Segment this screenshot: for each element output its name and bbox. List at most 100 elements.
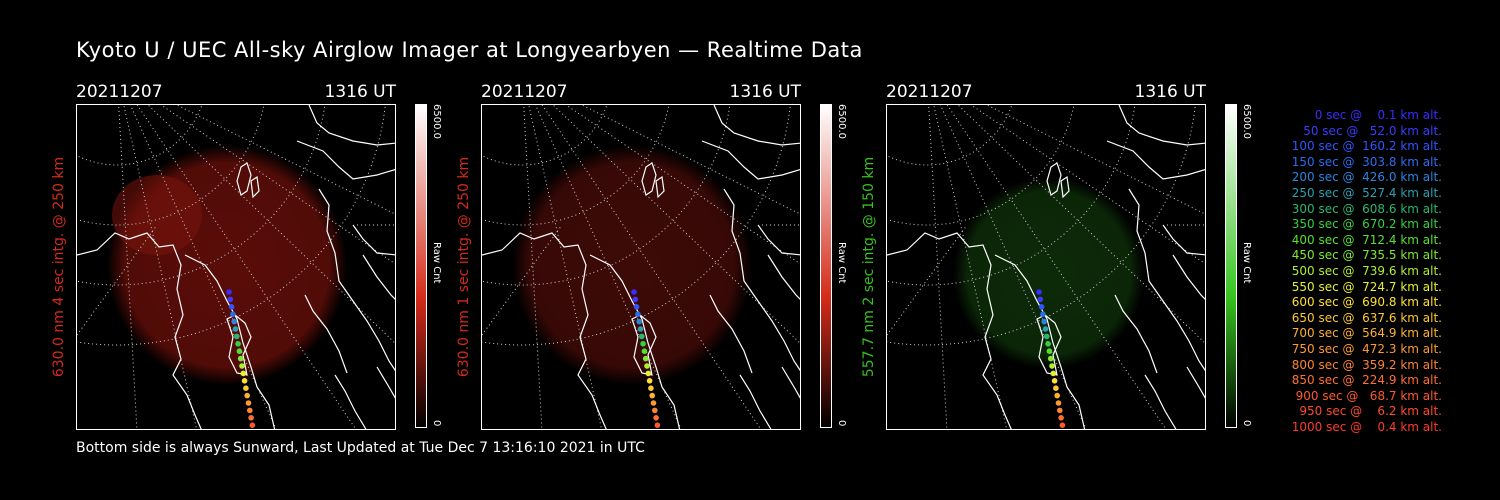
legend-entry: 150 sec @ 303.8 km alt.: [1291, 154, 1442, 169]
legend-entry: 800 sec @ 359.2 km alt.: [1291, 357, 1442, 372]
trajectory-dot: [247, 407, 253, 414]
coastline: [1162, 224, 1205, 256]
island-outline: [1036, 314, 1062, 376]
trajectory-dot: [1037, 296, 1044, 303]
coastline: [1144, 374, 1177, 429]
map-svg: [482, 105, 800, 429]
coastline: [723, 188, 800, 372]
coastline: [781, 366, 800, 399]
coastline: [739, 374, 772, 429]
panel-ylabel: 630.0 nm 4 sec intg. @ 250 km: [51, 156, 67, 378]
meridian-line: [933, 105, 1008, 429]
trajectory-dot: [1059, 422, 1066, 429]
trajectory-dot: [240, 370, 247, 377]
trajectory-dot: [1053, 385, 1059, 392]
trajectory-dot: [1054, 392, 1060, 399]
panel-time: 1316 UT: [729, 82, 802, 102]
legend-entry: 750 sec @ 472.3 km alt.: [1291, 341, 1442, 356]
coastline: [1128, 188, 1205, 372]
coastline: [701, 140, 800, 180]
panel-date: 20211207: [886, 82, 973, 102]
trajectory-dot: [654, 422, 661, 429]
trajectory-dot: [1041, 318, 1047, 325]
trajectory-dot: [227, 296, 234, 303]
trajectory-dot: [237, 355, 244, 362]
trajectory-dot: [235, 341, 241, 347]
trajectory-dot: [230, 311, 236, 317]
trajectory-dot: [1044, 333, 1050, 340]
coastline: [1106, 140, 1205, 180]
legend-entry: 550 sec @ 724.7 km alt.: [1291, 279, 1442, 294]
meridian-line: [482, 224, 563, 336]
legend-entry: 250 sec @ 527.4 km alt.: [1291, 185, 1442, 200]
airglow-bright-patch: [112, 175, 202, 255]
coastline: [589, 254, 681, 429]
trajectory-dot: [228, 304, 235, 310]
meridian-line: [970, 105, 1205, 265]
trajectory-dot: [232, 326, 239, 332]
meridian-line: [928, 105, 948, 429]
trajectory-dot: [1047, 355, 1054, 362]
trajectory-dot: [1046, 348, 1053, 354]
colorbar-min: 0: [431, 420, 442, 427]
colorbar-max: 6500.0: [431, 104, 442, 139]
allsky-image: [481, 104, 801, 430]
imager-panel-2: 20211207 1316 UT 630.0 nm 1 sec intg. @ …: [456, 82, 802, 432]
colorbar-min: 0: [836, 420, 847, 427]
colorbar-unit: Raw Cnt: [836, 242, 847, 284]
trajectory-dot: [649, 392, 655, 399]
island-outline: [250, 175, 260, 199]
trajectory-dot: [1042, 326, 1049, 332]
page-title: Kyoto U / UEC All-sky Airglow Imager at …: [76, 38, 863, 62]
meridian-line: [175, 105, 395, 215]
trajectory-dot: [231, 318, 237, 325]
colorbar-2: [820, 104, 832, 428]
meridian-line: [147, 105, 395, 344]
trajectory-dot: [642, 355, 649, 362]
legend-entry: 1000 sec @ 0.4 km alt.: [1291, 419, 1442, 434]
legend-entry: 0 sec @ 0.1 km alt.: [1314, 108, 1442, 122]
island-outline: [641, 162, 657, 196]
legend-entry: 350 sec @ 670.2 km alt.: [1291, 217, 1442, 232]
coastline: [352, 224, 395, 256]
legend-entry: 650 sec @ 637.6 km alt.: [1291, 310, 1442, 325]
coastline: [1118, 105, 1205, 146]
panel-date: 20211207: [76, 82, 163, 102]
trajectory-dot: [650, 400, 657, 406]
trajectory-dot: [1036, 289, 1042, 295]
coastline: [376, 366, 395, 399]
latitude-circle: [887, 105, 1013, 166]
coastline: [887, 232, 1012, 429]
colorbar-1: [415, 104, 427, 428]
panel-time: 1316 UT: [324, 82, 397, 102]
coastline: [308, 105, 395, 146]
trajectory-dot: [1058, 415, 1064, 421]
legend-entry: 200 sec @ 426.0 km alt.: [1291, 170, 1442, 185]
panel-ylabel: 557.7 nm 2 sec intg. @ 150 km: [861, 156, 877, 378]
coastline: [713, 105, 800, 146]
coastline: [296, 140, 395, 180]
trajectory-dot: [636, 318, 642, 325]
trajectory-dot: [633, 304, 640, 310]
legend-entry: 500 sec @ 739.6 km alt.: [1291, 263, 1442, 278]
meridian-line: [887, 224, 968, 336]
legend-entry: 700 sec @ 564.9 km alt.: [1291, 326, 1442, 341]
trajectory-dot: [1057, 407, 1063, 414]
coastline: [994, 254, 1086, 429]
allsky-image: [76, 104, 396, 430]
trajectory-dot: [1045, 341, 1051, 347]
legend-entry: 600 sec @ 690.8 km alt.: [1291, 295, 1442, 310]
trajectory-dot: [1050, 370, 1057, 377]
coastline: [767, 254, 800, 300]
panel-time: 1316 UT: [1134, 82, 1207, 102]
trajectory-dot: [646, 378, 653, 384]
coastline: [709, 294, 753, 374]
trajectory-dot: [241, 378, 248, 384]
legend-entry: 100 sec @ 160.2 km alt.: [1291, 139, 1442, 154]
panel-ylabel: 630.0 nm 1 sec intg. @ 250 km: [456, 156, 472, 378]
island-outline: [631, 314, 657, 376]
trajectory-dot: [1055, 400, 1062, 406]
trajectory-dot: [234, 333, 240, 340]
coastline: [304, 294, 348, 374]
meridian-line: [565, 105, 800, 265]
